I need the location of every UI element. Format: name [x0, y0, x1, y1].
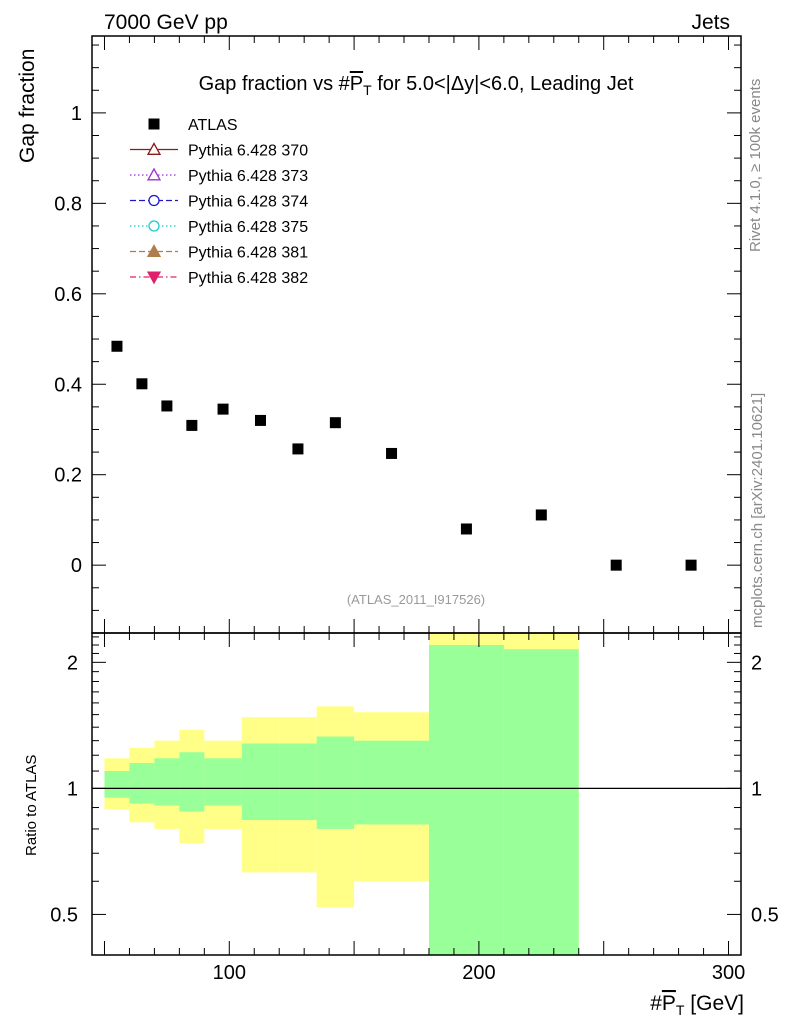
legend-marker [146, 271, 162, 285]
legend-label: ATLAS [188, 117, 238, 134]
main-y-axis-label: Gap fraction [16, 49, 39, 163]
y-tick-label: 0.4 [54, 374, 82, 396]
legend-label: Pythia 6.428 373 [188, 168, 308, 185]
uncertainty-band-inner [503, 649, 579, 955]
atlas-point [535, 509, 547, 521]
ratio-panel-frame [91, 632, 742, 956]
ratio-y-tick-label-left: 1 [67, 778, 78, 800]
energy-label: 7000 GeV pp [104, 11, 228, 34]
y-tick-label: 0.6 [54, 284, 82, 306]
analysis-id-watermark: (ATLAS_2011_I917526) [347, 592, 485, 607]
x-tick-label: 100 [213, 962, 246, 984]
legend-entry: Pythia 6.428 381 [130, 244, 308, 262]
mcplots-label: mcplots.cern.ch [arXiv:2401.10621] [749, 393, 766, 628]
ratio-y-tick-label-left: 2 [67, 652, 78, 674]
legend-marker [146, 142, 162, 155]
legend-entry: ATLAS [148, 117, 238, 134]
legend-entry: Pythia 6.428 375 [130, 219, 308, 236]
plot-title: Gap fraction vs #PT for 5.0<|Δy|<6.0, Le… [199, 73, 634, 98]
atlas-point [329, 417, 341, 429]
legend-label: Pythia 6.428 382 [188, 270, 308, 287]
atlas-point [111, 340, 123, 352]
uncertainty-band-inner [179, 752, 205, 812]
legend-marker [146, 244, 162, 257]
ratio-y-tick-label-right: 2 [751, 652, 762, 674]
y-tick-label: 0.8 [54, 193, 82, 215]
legend-marker [146, 167, 162, 181]
atlas-point [386, 447, 398, 459]
atlas-point [292, 443, 304, 455]
uncertainty-band-inner [241, 743, 280, 821]
ratio-y-tick-label-right: 0.5 [751, 904, 779, 926]
uncertainty-band-inner [129, 762, 155, 804]
legend-label: Pythia 6.428 381 [188, 245, 308, 262]
atlas-data-points [111, 340, 697, 571]
atlas-point [136, 378, 148, 390]
main-axis-ticks: 0 0.2 0.4 0.6 0.8 1 [54, 36, 741, 633]
legend-label: Pythia 6.428 375 [188, 219, 308, 236]
y-tick-label: 0.2 [54, 465, 82, 487]
atlas-point [685, 559, 697, 571]
uncertainty-band-inner [279, 743, 317, 821]
legend-entry: Pythia 6.428 370 [130, 142, 308, 160]
uncertainty-band-inner [428, 644, 504, 955]
legend-label: Pythia 6.428 374 [188, 194, 308, 211]
legend-marker [148, 118, 160, 130]
legend-marker [148, 220, 160, 232]
ratio-axis-ticks: 100 200 300 0.5 0.5 1 1 2 2 [50, 633, 779, 984]
atlas-point [217, 403, 229, 415]
uncertainty-band-inner [316, 736, 355, 829]
rivet-version-label: Rivet 4.1.0, ≥ 100k events [747, 79, 764, 252]
x-tick-label: 200 [462, 962, 495, 984]
atlas-point [161, 400, 173, 412]
y-tick-label: 1 [71, 103, 82, 125]
y-tick-label: 0 [71, 555, 82, 577]
uncertainty-band-inner [354, 740, 429, 825]
ratio-bands [104, 633, 579, 955]
uncertainty-band-inner [204, 758, 242, 806]
atlas-point [186, 419, 198, 431]
legend-label: Pythia 6.428 370 [188, 143, 308, 160]
x-axis-label: #PT [GeV] [650, 992, 744, 1018]
legend-entry: Pythia 6.428 373 [130, 167, 308, 185]
legend-entry: Pythia 6.428 382 [130, 270, 308, 287]
process-label: Jets [691, 11, 730, 34]
uncertainty-band-inner [104, 771, 130, 798]
legend-marker [148, 194, 160, 207]
legend: ATLAS Pythia 6.428 370 Pythia 6.428 373 Pyt… [130, 117, 308, 287]
uncertainty-band-inner [154, 758, 180, 806]
ratio-y-tick-label-left: 0.5 [50, 904, 78, 926]
ratio-y-tick-label-right: 1 [751, 778, 762, 800]
legend-entry: Pythia 6.428 374 [130, 194, 308, 211]
atlas-point [610, 559, 622, 571]
ratio-y-axis-label: Ratio to ATLAS [23, 755, 40, 856]
atlas-point [254, 414, 266, 426]
x-tick-label: 300 [712, 962, 745, 984]
atlas-point [460, 523, 472, 535]
